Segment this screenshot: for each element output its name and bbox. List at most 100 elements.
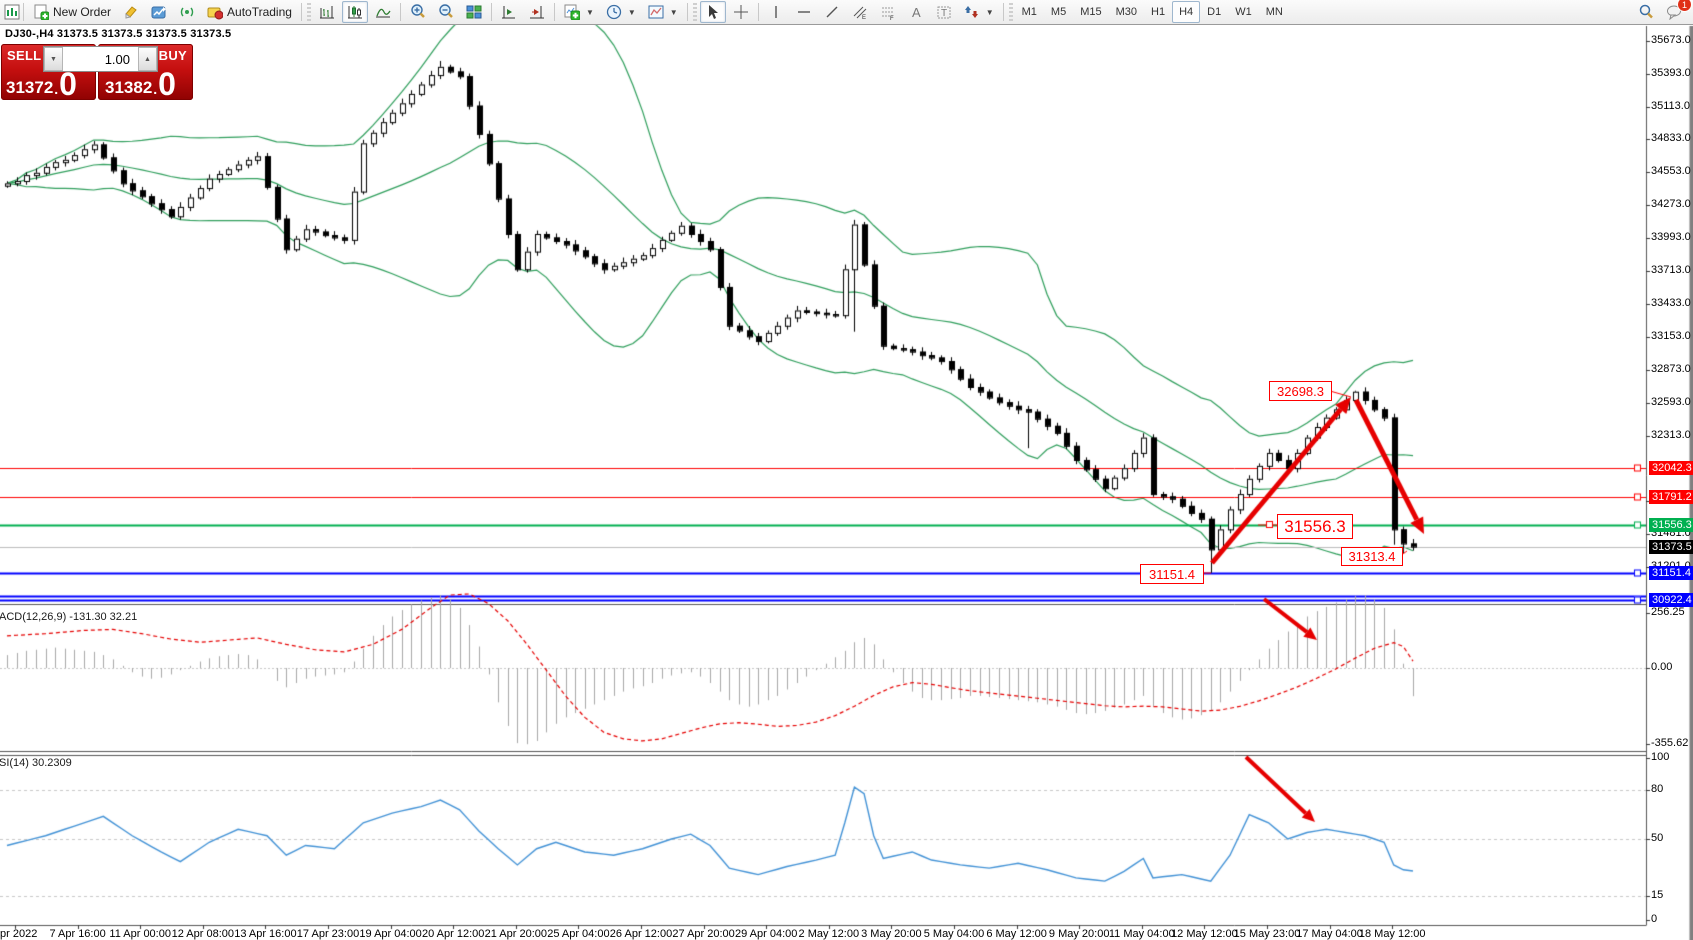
one-click-trade-panel: SELL 31372.0 BUY 31382.0 ▼ ▲ [1,44,193,100]
price-tick: 34553.0 [1651,165,1691,178]
signal-icon [179,4,195,20]
rsi-axis-label: 100 [1651,751,1670,763]
clock-icon [606,4,622,20]
price-annotation[interactable]: 31556.3 [1277,514,1353,539]
horizontal-line-icon [796,4,812,20]
volume-increase-button[interactable]: ▲ [138,47,157,71]
timeframe-w1[interactable]: W1 [1235,6,1252,18]
price-tick: 33993.0 [1651,231,1691,244]
new-order-button[interactable]: New Order [28,1,116,23]
periods-button[interactable]: ▼ [601,1,641,23]
symbol-info: DJ30-,H4 31373.5 31373.5 31373.5 31373.5 [5,28,232,40]
time-axis-label: 9 May 20:00 [1048,928,1110,940]
svg-text:E: E [862,15,866,20]
buy-label: BUY [158,48,187,63]
volume-decrease-button[interactable]: ▼ [44,47,63,71]
time-axis-label: 3 May 20:00 [861,928,922,940]
timeframe-mn[interactable]: MN [1265,6,1283,18]
text-tool-button[interactable]: A [903,1,929,23]
price-tick: 32313.0 [1651,429,1691,442]
template-icon [648,4,664,20]
time-axis-label: 2 May 12:00 [798,928,860,940]
candlestick-chart-icon [347,4,363,20]
macd-axis-label: 0.00 [1651,661,1673,673]
vertical-line-icon [768,4,784,20]
price-badge-31791.2: 31791.2 [1649,490,1693,505]
price-annotation[interactable]: 32698.3 [1269,381,1332,401]
volume-input[interactable] [63,47,138,71]
rsi-label: SI(14) 30.2309 [0,757,72,769]
time-axis-label: 26 Apr 12:00 [609,928,673,940]
bar-chart-icon [319,4,335,20]
time-axis-label: 17 Apr 23:00 [296,928,360,940]
timeframe-h4[interactable]: H4 [1172,1,1201,23]
price-tick: 33713.0 [1651,264,1691,277]
autotrading-button[interactable]: AutoTrading [202,1,297,23]
price-annotation[interactable]: 31313.4 [1341,547,1403,566]
rsi-axis-label: 0 [1651,913,1658,925]
time-axis-label: 20 Apr 12:00 [421,928,485,940]
trendline-tool-button[interactable] [819,1,845,23]
zoom-out-button[interactable] [433,1,459,23]
signals-button[interactable] [174,1,200,23]
time-axis-label: 19 Apr 04:00 [359,928,422,940]
timeframe-h1[interactable]: H1 [1151,6,1166,18]
indicators-button[interactable]: ▼ [559,1,599,23]
hline-tool-button[interactable] [791,1,817,23]
crosshair-tool-button[interactable] [728,1,754,23]
cursor-tool-button[interactable] [699,1,726,23]
tile-windows-button[interactable] [461,1,487,23]
candlestick-chart-button[interactable] [341,1,368,23]
time-axis-label: 7 Apr 16:00 [49,928,106,940]
publish-chart-button[interactable] [146,1,172,23]
price-tick: 35673.0 [1651,33,1691,46]
price-tick: 35113.0 [1651,99,1690,112]
macd-axis-label: 256.25 [1651,606,1685,618]
price-tick: 34273.0 [1651,198,1691,211]
label-tool-button[interactable]: T [931,1,957,23]
arrows-icon [964,4,980,20]
timeframe-d1[interactable]: D1 [1207,6,1222,18]
price-badge-31151.4: 31151.4 [1649,565,1693,580]
fibonacci-tool-button[interactable]: F [875,1,901,23]
time-axis-label: 29 Apr 04:00 [734,928,798,940]
timeframe-m1[interactable]: M1 [1021,6,1037,18]
notification-count-badge: 1 [1677,0,1692,12]
arrows-tool-button[interactable]: ▼ [959,1,999,23]
time-axis-label: 17 May 04:00 [1296,928,1363,940]
notifications-button[interactable]: 1 [1661,0,1692,23]
zoom-out-icon [438,4,454,20]
bar-chart-button[interactable] [314,1,340,23]
svg-text:A: A [912,5,921,20]
timeframe-m5[interactable]: M5 [1050,6,1067,18]
timeframe-group: M1 M5 M15 M30 H1 H4 D1 W1 MN [1015,1,1290,23]
volume-box: ▼ ▲ [43,46,158,72]
time-axis-label: 11 May 04:00 [1108,928,1175,940]
new-order-label: New Order [53,5,112,19]
styler-button[interactable] [118,1,144,23]
timeframe-m15[interactable]: M15 [1080,6,1102,18]
chart-shift-button[interactable] [524,1,550,23]
line-chart-button[interactable] [370,1,396,23]
macd-label: ACD(12,26,9) -131.30 32.21 [0,611,138,623]
search-icon [1638,4,1654,20]
vline-tool-button[interactable] [763,1,789,23]
time-axis-label: 13 Apr 16:00 [234,928,297,940]
zoom-in-button[interactable] [405,1,431,23]
timeframe-m30[interactable]: M30 [1115,6,1138,18]
price-annotation[interactable]: 31151.4 [1140,564,1204,584]
price-tick: 34833.0 [1651,132,1691,145]
autotrading-icon [207,4,224,20]
auto-scroll-button[interactable] [496,1,522,23]
templates-button[interactable]: ▼ [643,1,683,23]
channel-tool-button[interactable]: E [847,1,873,23]
rsi-axis-label: 50 [1651,832,1664,844]
time-axis-label: pr 2022 [0,928,38,940]
chart-window-icon[interactable] [4,4,20,20]
time-axis-label: 18 May 12:00 [1358,928,1426,940]
time-axis-label: 15 May 23:00 [1233,928,1301,940]
search-button[interactable] [1633,1,1659,23]
text-icon: A [908,4,924,20]
